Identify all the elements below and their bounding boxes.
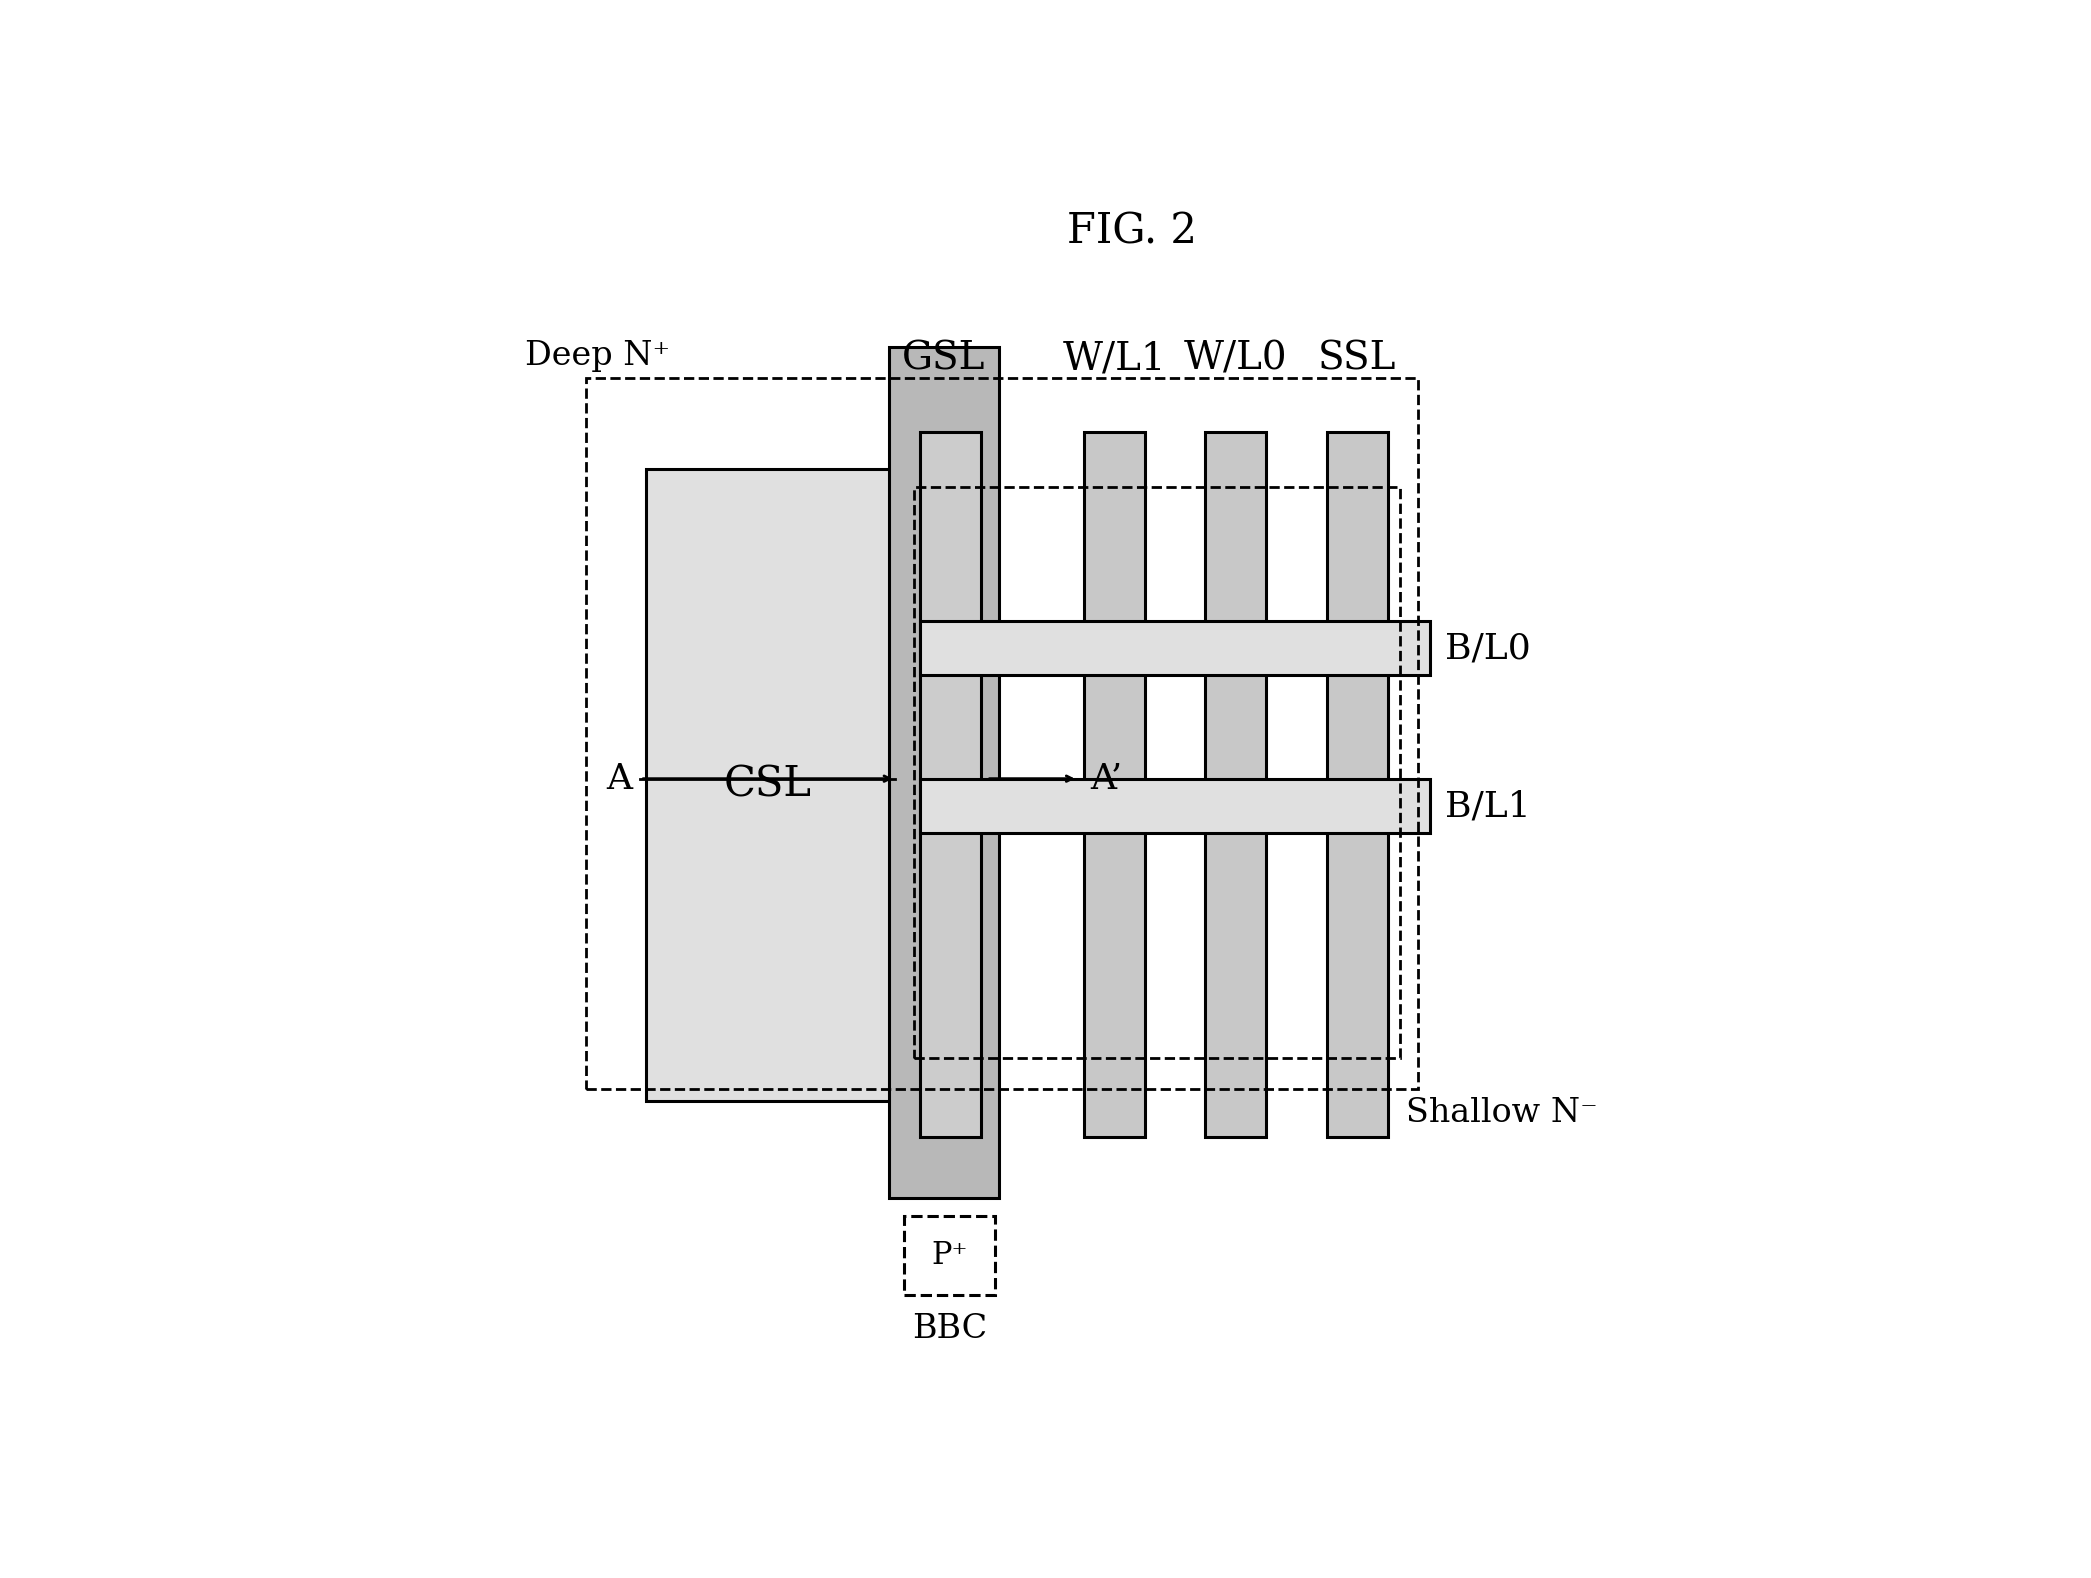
Text: BBC: BBC [912,1313,987,1346]
Text: FIG. 2: FIG. 2 [1066,211,1198,252]
Text: CSL: CSL [723,764,811,806]
Bar [585,377,1418,1089]
Bar [920,620,1430,675]
Text: B/L1: B/L1 [1445,789,1531,824]
Text: P⁺: P⁺ [930,1240,968,1270]
Text: A: A [606,762,631,795]
Bar [903,1217,995,1296]
Text: SSL: SSL [1317,341,1397,379]
Text: W/L1: W/L1 [1062,341,1167,379]
Text: Shallow N⁻: Shallow N⁻ [1405,1097,1598,1128]
Bar [889,347,999,1198]
Bar [1083,432,1144,1138]
Text: B/L0: B/L0 [1445,631,1531,664]
Bar [920,432,981,1138]
Bar [646,469,914,1101]
Bar [1204,432,1265,1138]
Text: Deep N⁺: Deep N⁺ [525,339,669,372]
Text: W/L0: W/L0 [1184,341,1288,379]
Text: GSL: GSL [903,341,985,379]
Text: A’: A’ [1089,762,1123,795]
Bar [914,488,1399,1059]
Bar [1328,432,1388,1138]
Bar [920,778,1430,833]
